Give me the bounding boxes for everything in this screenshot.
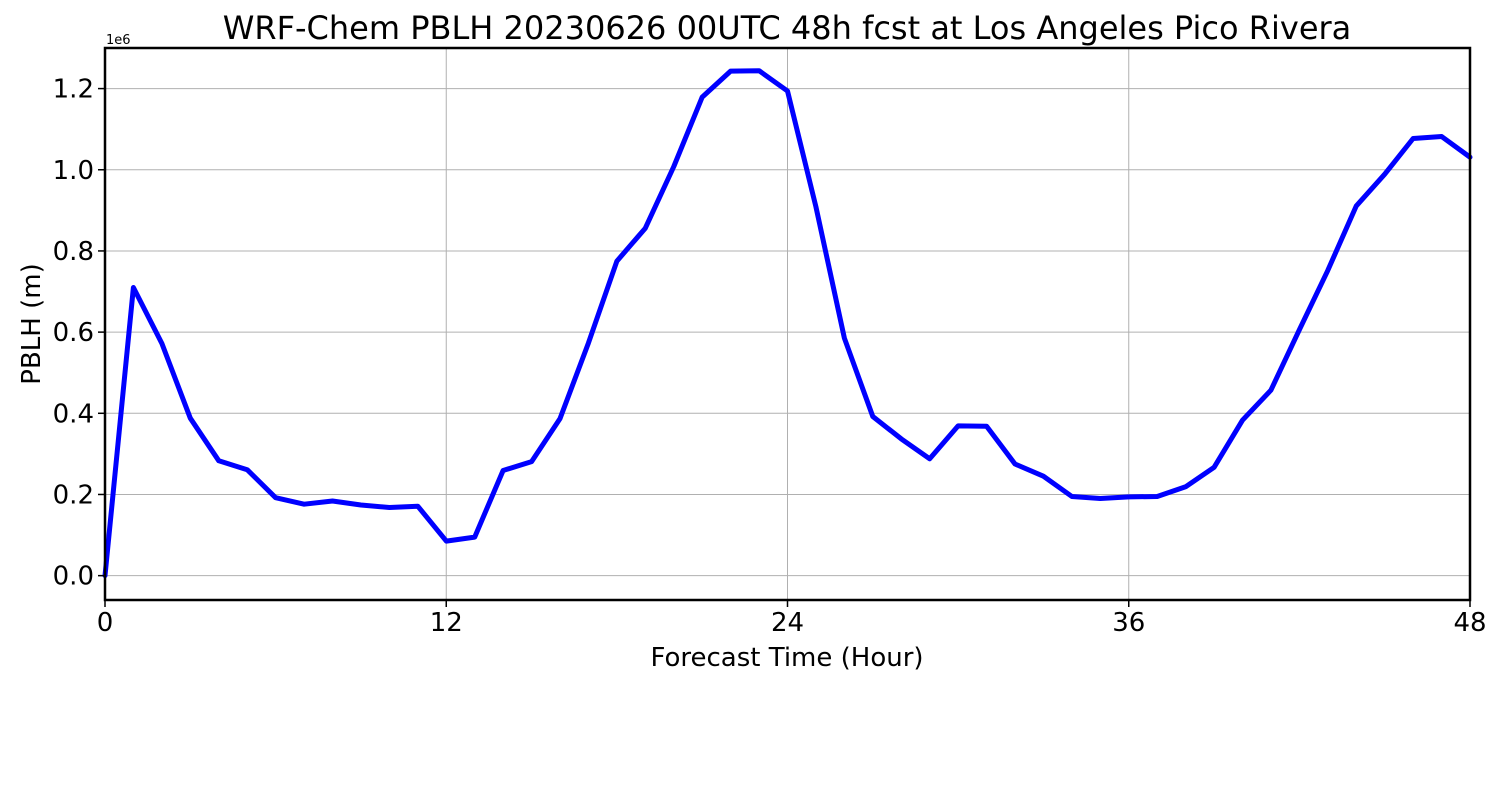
y-tick-label-4: 0.8 (53, 237, 94, 267)
x-tick-label-0: 0 (97, 608, 114, 638)
x-tick-label-3: 36 (1112, 608, 1145, 638)
axis-ticks: 0 12 24 36 48 0.0 0.2 0.4 0.6 0.8 1.0 1.2 (53, 75, 1487, 638)
x-tick-label-4: 48 (1453, 608, 1486, 638)
chart-title: WRF-Chem PBLH 20230626 00UTC 48h fcst at… (223, 9, 1352, 47)
y-tick-label-1: 0.2 (53, 480, 94, 510)
pblh-series-line (102, 68, 1473, 579)
y-tick-label-0: 0.0 (53, 562, 94, 592)
x-axis-label: Forecast Time (Hour) (650, 643, 923, 673)
y-tick-label-6: 1.2 (53, 75, 94, 105)
y-tick-label-3: 0.6 (53, 318, 94, 348)
y-tick-label-2: 0.4 (53, 399, 94, 429)
y-axis-label: PBLH (m) (17, 263, 47, 384)
x-tick-label-2: 24 (771, 608, 804, 638)
x-tick-label-1: 12 (430, 608, 463, 638)
y-axis-offset-label: 1e6 (106, 33, 131, 48)
grid-lines (104, 48, 1471, 600)
y-tick-label-5: 1.0 (53, 156, 94, 186)
